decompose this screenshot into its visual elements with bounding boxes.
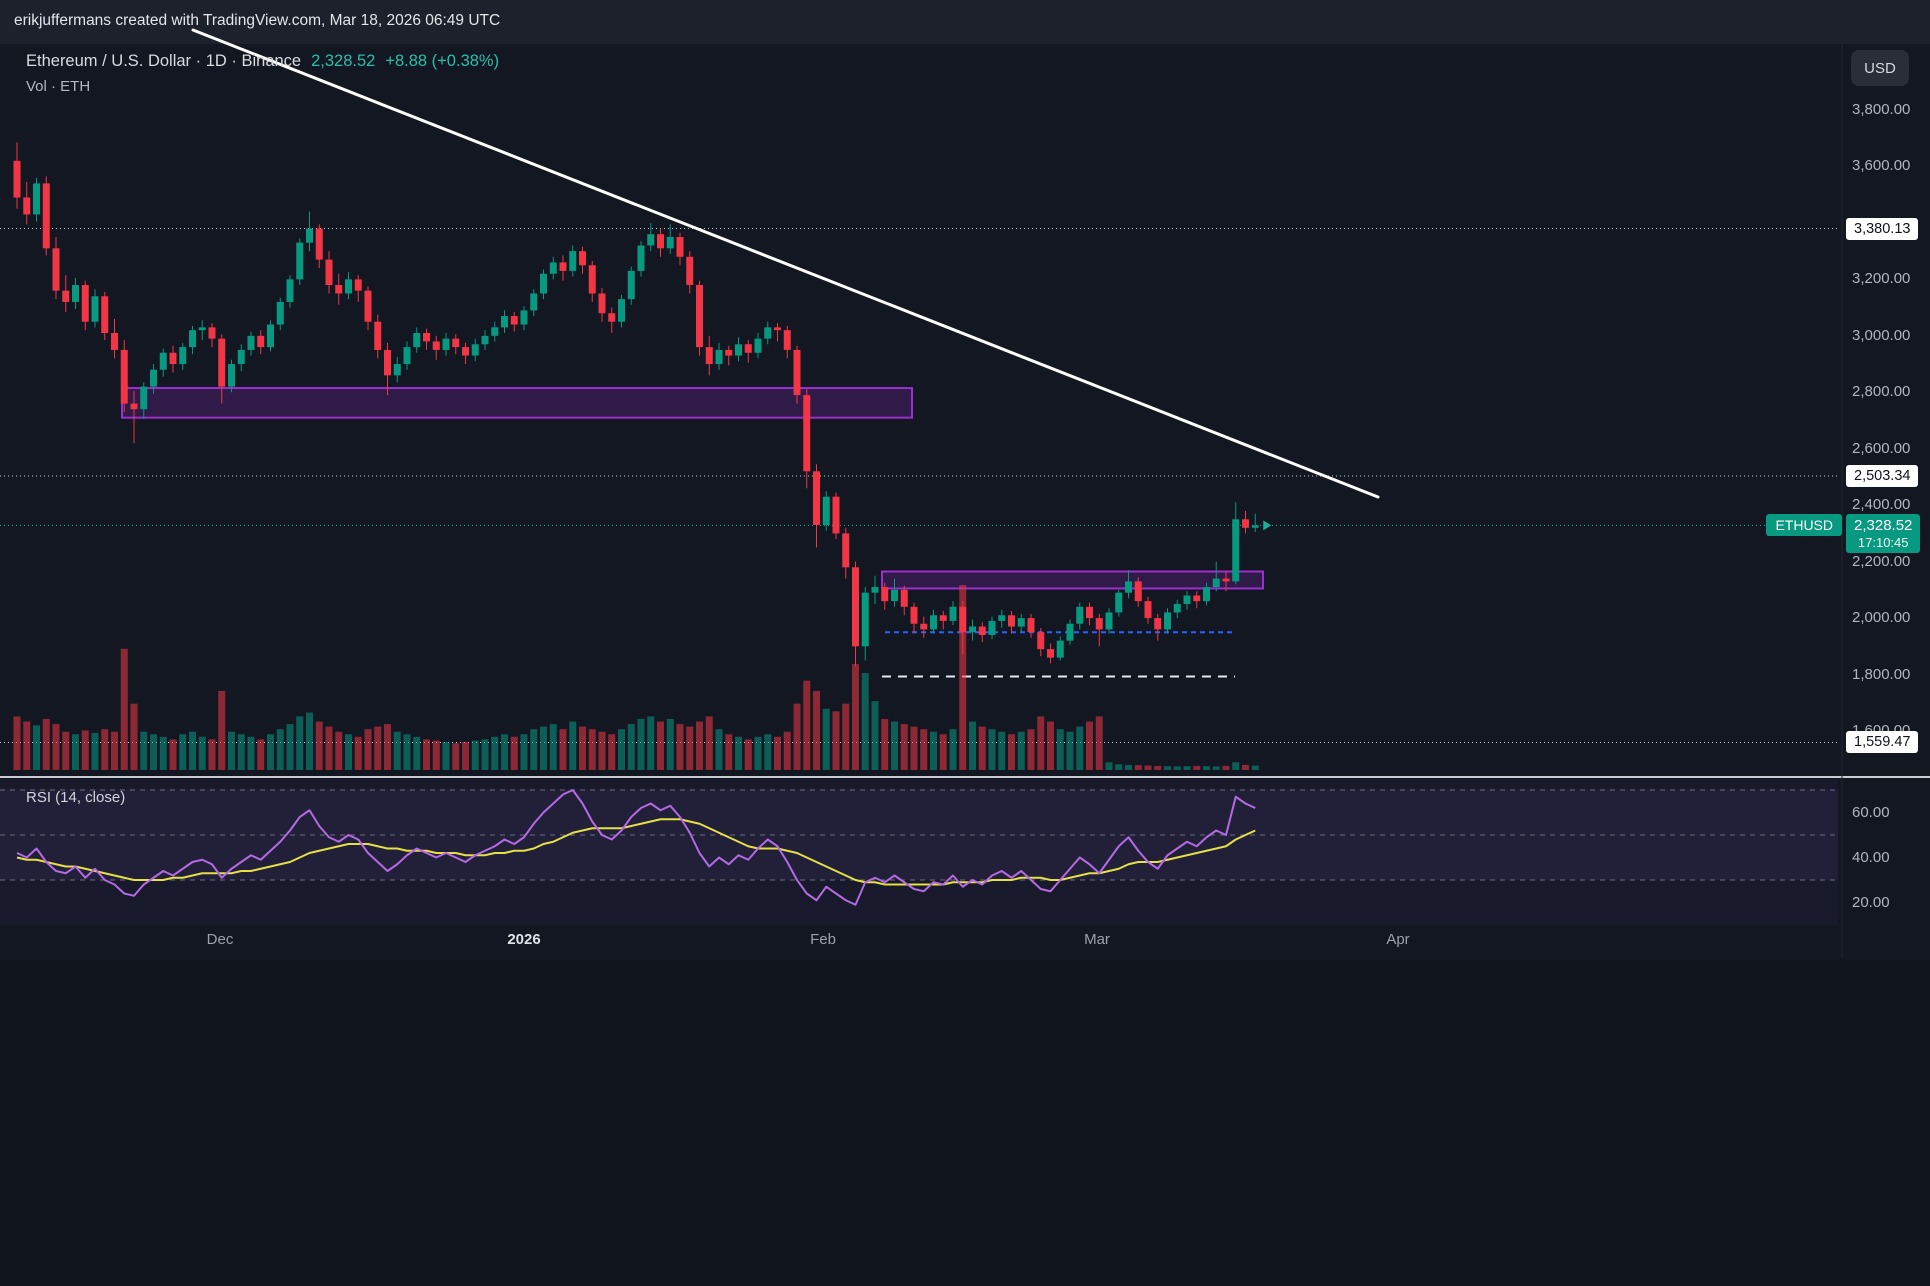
symbol-header: Ethereum / U.S. Dollar · 1D · Binance 2,… (26, 52, 499, 95)
rsi-pane-tint (0, 779, 1838, 925)
rsi-ma-line (16, 818, 1256, 886)
level-lines-layer (0, 228, 1838, 743)
rsi-line (16, 789, 1256, 906)
supply-zone-box-1[interactable] (121, 387, 913, 419)
attribution-bar (0, 0, 1930, 44)
volume-indicator-label[interactable]: Vol · ETH (26, 78, 91, 95)
price-change: +8.88 (+0.38%) (385, 52, 500, 70)
attribution-text: erikjuffermans created with TradingView.… (14, 12, 501, 29)
last-price: 2,328.52 (311, 52, 376, 70)
rsi-indicator-label[interactable]: RSI (14, close) (26, 789, 126, 806)
bottom-strip: TradingView (0, 960, 1930, 1286)
currency-usd-button[interactable]: USD (1851, 50, 1909, 86)
current-price-value: 2,328.52 (1854, 517, 1913, 535)
supply-zone-box-2[interactable] (881, 570, 1264, 590)
last-price-marker (1263, 520, 1272, 531)
candle-countdown: 17:10:45 (1857, 535, 1909, 551)
candles-layer (13, 142, 1259, 667)
current-price-badge: 2,328.52 17:10:45 (1846, 514, 1921, 554)
trendline[interactable] (191, 28, 1380, 499)
volume-layer (13, 585, 1259, 770)
symbol-title[interactable]: Ethereum / U.S. Dollar · 1D · Binance (26, 52, 302, 70)
symbol-price-label: ETHUSD (1766, 514, 1842, 537)
symbol-price-label-text: ETHUSD (1775, 517, 1833, 534)
rsi-grid-layer (0, 789, 1838, 881)
